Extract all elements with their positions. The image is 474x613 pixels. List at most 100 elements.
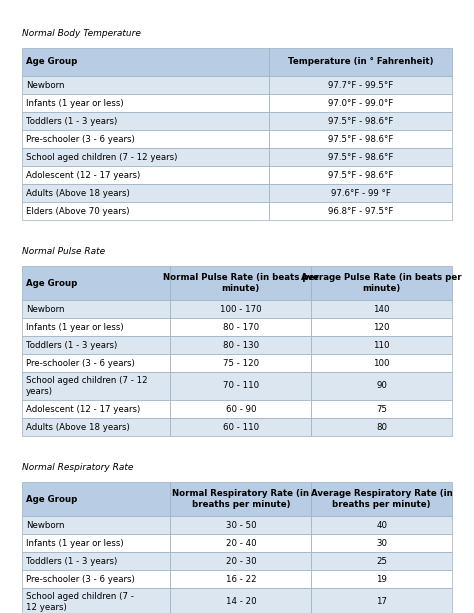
Text: 96.8°F - 97.5°F: 96.8°F - 97.5°F [328, 207, 393, 216]
Bar [269, 130, 452, 148]
Text: Infants (1 year or less): Infants (1 year or less) [26, 538, 124, 547]
Bar [22, 372, 170, 400]
Bar [311, 552, 452, 570]
Text: Normal Body Temperature: Normal Body Temperature [22, 29, 141, 38]
Text: 140: 140 [374, 305, 390, 313]
Bar [22, 130, 269, 148]
Bar [170, 354, 311, 372]
Text: 17: 17 [376, 598, 387, 606]
Bar [22, 354, 170, 372]
Text: 40: 40 [376, 520, 387, 530]
Text: Elders (Above 70 years): Elders (Above 70 years) [26, 207, 129, 216]
Text: Newborn: Newborn [26, 305, 64, 313]
Text: Adolescent (12 - 17 years): Adolescent (12 - 17 years) [26, 170, 140, 180]
Text: Toddlers (1 - 3 years): Toddlers (1 - 3 years) [26, 340, 117, 349]
Text: 30: 30 [376, 538, 387, 547]
Bar [170, 570, 311, 588]
Bar [311, 588, 452, 613]
Bar [22, 318, 170, 336]
Bar [311, 372, 452, 400]
Text: Infants (1 year or less): Infants (1 year or less) [26, 99, 124, 107]
Text: School aged children (7 -
12 years): School aged children (7 - 12 years) [26, 592, 134, 612]
Bar [22, 570, 170, 588]
Text: 97.5°F - 98.6°F: 97.5°F - 98.6°F [328, 116, 393, 126]
Text: 20 - 30: 20 - 30 [226, 557, 256, 566]
Bar [22, 482, 170, 516]
Bar [170, 418, 311, 436]
Bar [170, 336, 311, 354]
Text: Adults (Above 18 years): Adults (Above 18 years) [26, 422, 130, 432]
Text: 20 - 40: 20 - 40 [226, 538, 256, 547]
Bar [22, 534, 170, 552]
Bar [22, 266, 170, 300]
Text: Pre-schooler (3 - 6 years): Pre-schooler (3 - 6 years) [26, 359, 135, 368]
Bar [269, 166, 452, 184]
Text: 25: 25 [376, 557, 387, 566]
Bar [170, 552, 311, 570]
Text: School aged children (7 - 12 years): School aged children (7 - 12 years) [26, 153, 177, 161]
Bar [311, 300, 452, 318]
Text: Toddlers (1 - 3 years): Toddlers (1 - 3 years) [26, 116, 117, 126]
Bar [311, 482, 452, 516]
Text: Age Group: Age Group [26, 495, 77, 503]
Text: 97.0°F - 99.0°F: 97.0°F - 99.0°F [328, 99, 393, 107]
Bar [269, 112, 452, 130]
Text: 16 - 22: 16 - 22 [226, 574, 256, 584]
Text: 80: 80 [376, 422, 387, 432]
Bar [22, 48, 269, 76]
Bar [170, 516, 311, 534]
Bar [170, 534, 311, 552]
Text: 30 - 50: 30 - 50 [226, 520, 256, 530]
Bar [22, 202, 269, 220]
Text: 75 - 120: 75 - 120 [223, 359, 259, 368]
Bar [22, 76, 269, 94]
Bar [311, 418, 452, 436]
Text: 100: 100 [374, 359, 390, 368]
Bar [170, 266, 311, 300]
Text: Normal Respiratory Rate (in
breaths per minute): Normal Respiratory Rate (in breaths per … [173, 489, 310, 509]
Bar [22, 336, 170, 354]
Bar [22, 516, 170, 534]
Text: 70 - 110: 70 - 110 [223, 381, 259, 390]
Text: 80 - 170: 80 - 170 [223, 322, 259, 332]
Text: Normal Respiratory Rate: Normal Respiratory Rate [22, 463, 133, 472]
Text: 120: 120 [374, 322, 390, 332]
Text: 60 - 90: 60 - 90 [226, 405, 256, 414]
Bar [22, 552, 170, 570]
Bar [311, 570, 452, 588]
Bar [170, 300, 311, 318]
Bar [22, 166, 269, 184]
Text: 97.6°F - 99 °F: 97.6°F - 99 °F [331, 189, 391, 197]
Text: Toddlers (1 - 3 years): Toddlers (1 - 3 years) [26, 557, 117, 566]
Bar [269, 202, 452, 220]
Bar [22, 184, 269, 202]
Bar [22, 112, 269, 130]
Bar [170, 482, 311, 516]
Bar [311, 354, 452, 372]
Text: Age Group: Age Group [26, 278, 77, 287]
Bar [311, 400, 452, 418]
Bar [311, 336, 452, 354]
Text: 97.5°F - 98.6°F: 97.5°F - 98.6°F [328, 134, 393, 143]
Text: Adolescent (12 - 17 years): Adolescent (12 - 17 years) [26, 405, 140, 414]
Text: Infants (1 year or less): Infants (1 year or less) [26, 322, 124, 332]
Bar [22, 94, 269, 112]
Text: Newborn: Newborn [26, 520, 64, 530]
Bar [22, 588, 170, 613]
Text: 97.5°F - 98.6°F: 97.5°F - 98.6°F [328, 170, 393, 180]
Text: 80 - 130: 80 - 130 [223, 340, 259, 349]
Bar [22, 400, 170, 418]
Text: Average Pulse Rate (in beats per
minute): Average Pulse Rate (in beats per minute) [301, 273, 462, 292]
Bar [311, 266, 452, 300]
Text: Newborn: Newborn [26, 80, 64, 89]
Bar [22, 418, 170, 436]
Text: 60 - 110: 60 - 110 [223, 422, 259, 432]
Text: Normal Pulse Rate: Normal Pulse Rate [22, 247, 105, 256]
Bar [269, 184, 452, 202]
Bar [170, 318, 311, 336]
Text: Normal Pulse Rate (in beats per
minute): Normal Pulse Rate (in beats per minute) [163, 273, 319, 292]
Bar [311, 318, 452, 336]
Bar [22, 148, 269, 166]
Text: 110: 110 [374, 340, 390, 349]
Text: 90: 90 [376, 381, 387, 390]
